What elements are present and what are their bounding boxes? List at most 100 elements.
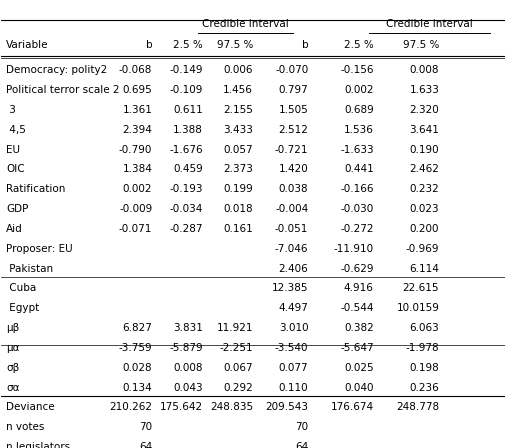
Text: -0.149: -0.149	[169, 65, 203, 75]
Text: GDP: GDP	[7, 204, 29, 214]
Text: -7.046: -7.046	[274, 244, 308, 254]
Text: -2.251: -2.251	[219, 343, 252, 353]
Text: -0.969: -0.969	[405, 244, 438, 254]
Text: 0.110: 0.110	[278, 383, 308, 392]
Text: 6.114: 6.114	[409, 263, 438, 274]
Text: 2.512: 2.512	[278, 125, 308, 135]
Text: 0.292: 0.292	[223, 383, 252, 392]
Text: 0.199: 0.199	[223, 184, 252, 194]
Text: b: b	[145, 40, 152, 50]
Text: 0.134: 0.134	[122, 383, 152, 392]
Text: 0.077: 0.077	[278, 363, 308, 373]
Text: 0.441: 0.441	[343, 164, 373, 174]
Text: 4.916: 4.916	[343, 284, 373, 293]
Text: 1.420: 1.420	[278, 164, 308, 174]
Text: 2.320: 2.320	[409, 105, 438, 115]
Text: 209.543: 209.543	[265, 402, 308, 412]
Text: Ratification: Ratification	[7, 184, 66, 194]
Text: σβ: σβ	[7, 363, 20, 373]
Text: 0.236: 0.236	[409, 383, 438, 392]
Text: 0.028: 0.028	[123, 363, 152, 373]
Text: 0.008: 0.008	[409, 65, 438, 75]
Text: 1.505: 1.505	[278, 105, 308, 115]
Text: 0.232: 0.232	[409, 184, 438, 194]
Text: Democracy: polity2: Democracy: polity2	[7, 65, 108, 75]
Text: μβ: μβ	[7, 323, 20, 333]
Text: -11.910: -11.910	[333, 244, 373, 254]
Text: 97.5 %: 97.5 %	[216, 40, 252, 50]
Text: 0.797: 0.797	[278, 85, 308, 95]
Text: -0.051: -0.051	[274, 224, 308, 234]
Text: 2.5 %: 2.5 %	[173, 40, 203, 50]
Text: 0.190: 0.190	[409, 145, 438, 155]
Text: 6.827: 6.827	[122, 323, 152, 333]
Text: 2.155: 2.155	[223, 105, 252, 115]
Text: 4.497: 4.497	[278, 303, 308, 313]
Text: EU: EU	[7, 145, 20, 155]
Text: 1.384: 1.384	[122, 164, 152, 174]
Text: Political terror scale 2: Political terror scale 2	[7, 85, 120, 95]
Text: 0.002: 0.002	[343, 85, 373, 95]
Text: -5.879: -5.879	[169, 343, 203, 353]
Text: -0.721: -0.721	[274, 145, 308, 155]
Text: Deviance: Deviance	[7, 402, 55, 412]
Text: 1.536: 1.536	[343, 125, 373, 135]
Text: 0.057: 0.057	[223, 145, 252, 155]
Text: -0.287: -0.287	[169, 224, 203, 234]
Text: 12.385: 12.385	[271, 284, 308, 293]
Text: 210.262: 210.262	[109, 402, 152, 412]
Text: -3.540: -3.540	[274, 343, 308, 353]
Text: -5.647: -5.647	[339, 343, 373, 353]
Text: 176.674: 176.674	[330, 402, 373, 412]
Text: 0.006: 0.006	[223, 65, 252, 75]
Text: 248.778: 248.778	[395, 402, 438, 412]
Text: Proposer: EU: Proposer: EU	[7, 244, 73, 254]
Text: 248.835: 248.835	[210, 402, 252, 412]
Text: -0.070: -0.070	[275, 65, 308, 75]
Text: 0.043: 0.043	[173, 383, 203, 392]
Text: -0.166: -0.166	[339, 184, 373, 194]
Text: Cuba: Cuba	[7, 284, 36, 293]
Text: -1.633: -1.633	[339, 145, 373, 155]
Text: -0.068: -0.068	[119, 65, 152, 75]
Text: 1.456: 1.456	[223, 85, 252, 95]
Text: -0.193: -0.193	[169, 184, 203, 194]
Text: 1.633: 1.633	[409, 85, 438, 95]
Text: μα: μα	[7, 343, 20, 353]
Text: 0.038: 0.038	[278, 184, 308, 194]
Text: 2.5 %: 2.5 %	[343, 40, 373, 50]
Text: -0.629: -0.629	[339, 263, 373, 274]
Text: 0.198: 0.198	[409, 363, 438, 373]
Text: 4,5: 4,5	[7, 125, 26, 135]
Text: 6.063: 6.063	[409, 323, 438, 333]
Text: Credible interval: Credible interval	[385, 19, 472, 29]
Text: n votes: n votes	[7, 422, 45, 432]
Text: -0.034: -0.034	[169, 204, 203, 214]
Text: -0.790: -0.790	[119, 145, 152, 155]
Text: Pakistan: Pakistan	[7, 263, 54, 274]
Text: 3: 3	[7, 105, 16, 115]
Text: 0.018: 0.018	[223, 204, 252, 214]
Text: 11.921: 11.921	[216, 323, 252, 333]
Text: Egypt: Egypt	[7, 303, 39, 313]
Text: -0.156: -0.156	[339, 65, 373, 75]
Text: -1.978: -1.978	[405, 343, 438, 353]
Text: -0.109: -0.109	[169, 85, 203, 95]
Text: 0.023: 0.023	[409, 204, 438, 214]
Text: 0.689: 0.689	[343, 105, 373, 115]
Text: 2.394: 2.394	[122, 125, 152, 135]
Text: 0.008: 0.008	[173, 363, 203, 373]
Text: -3.759: -3.759	[119, 343, 152, 353]
Text: 97.5 %: 97.5 %	[402, 40, 438, 50]
Text: -0.272: -0.272	[339, 224, 373, 234]
Text: 22.615: 22.615	[402, 284, 438, 293]
Text: b: b	[301, 40, 308, 50]
Text: -0.030: -0.030	[340, 204, 373, 214]
Text: 0.161: 0.161	[223, 224, 252, 234]
Text: 0.040: 0.040	[343, 383, 373, 392]
Text: Variable: Variable	[7, 40, 49, 50]
Text: σα: σα	[7, 383, 20, 392]
Text: 0.611: 0.611	[173, 105, 203, 115]
Text: -0.071: -0.071	[119, 224, 152, 234]
Text: -0.004: -0.004	[275, 204, 308, 214]
